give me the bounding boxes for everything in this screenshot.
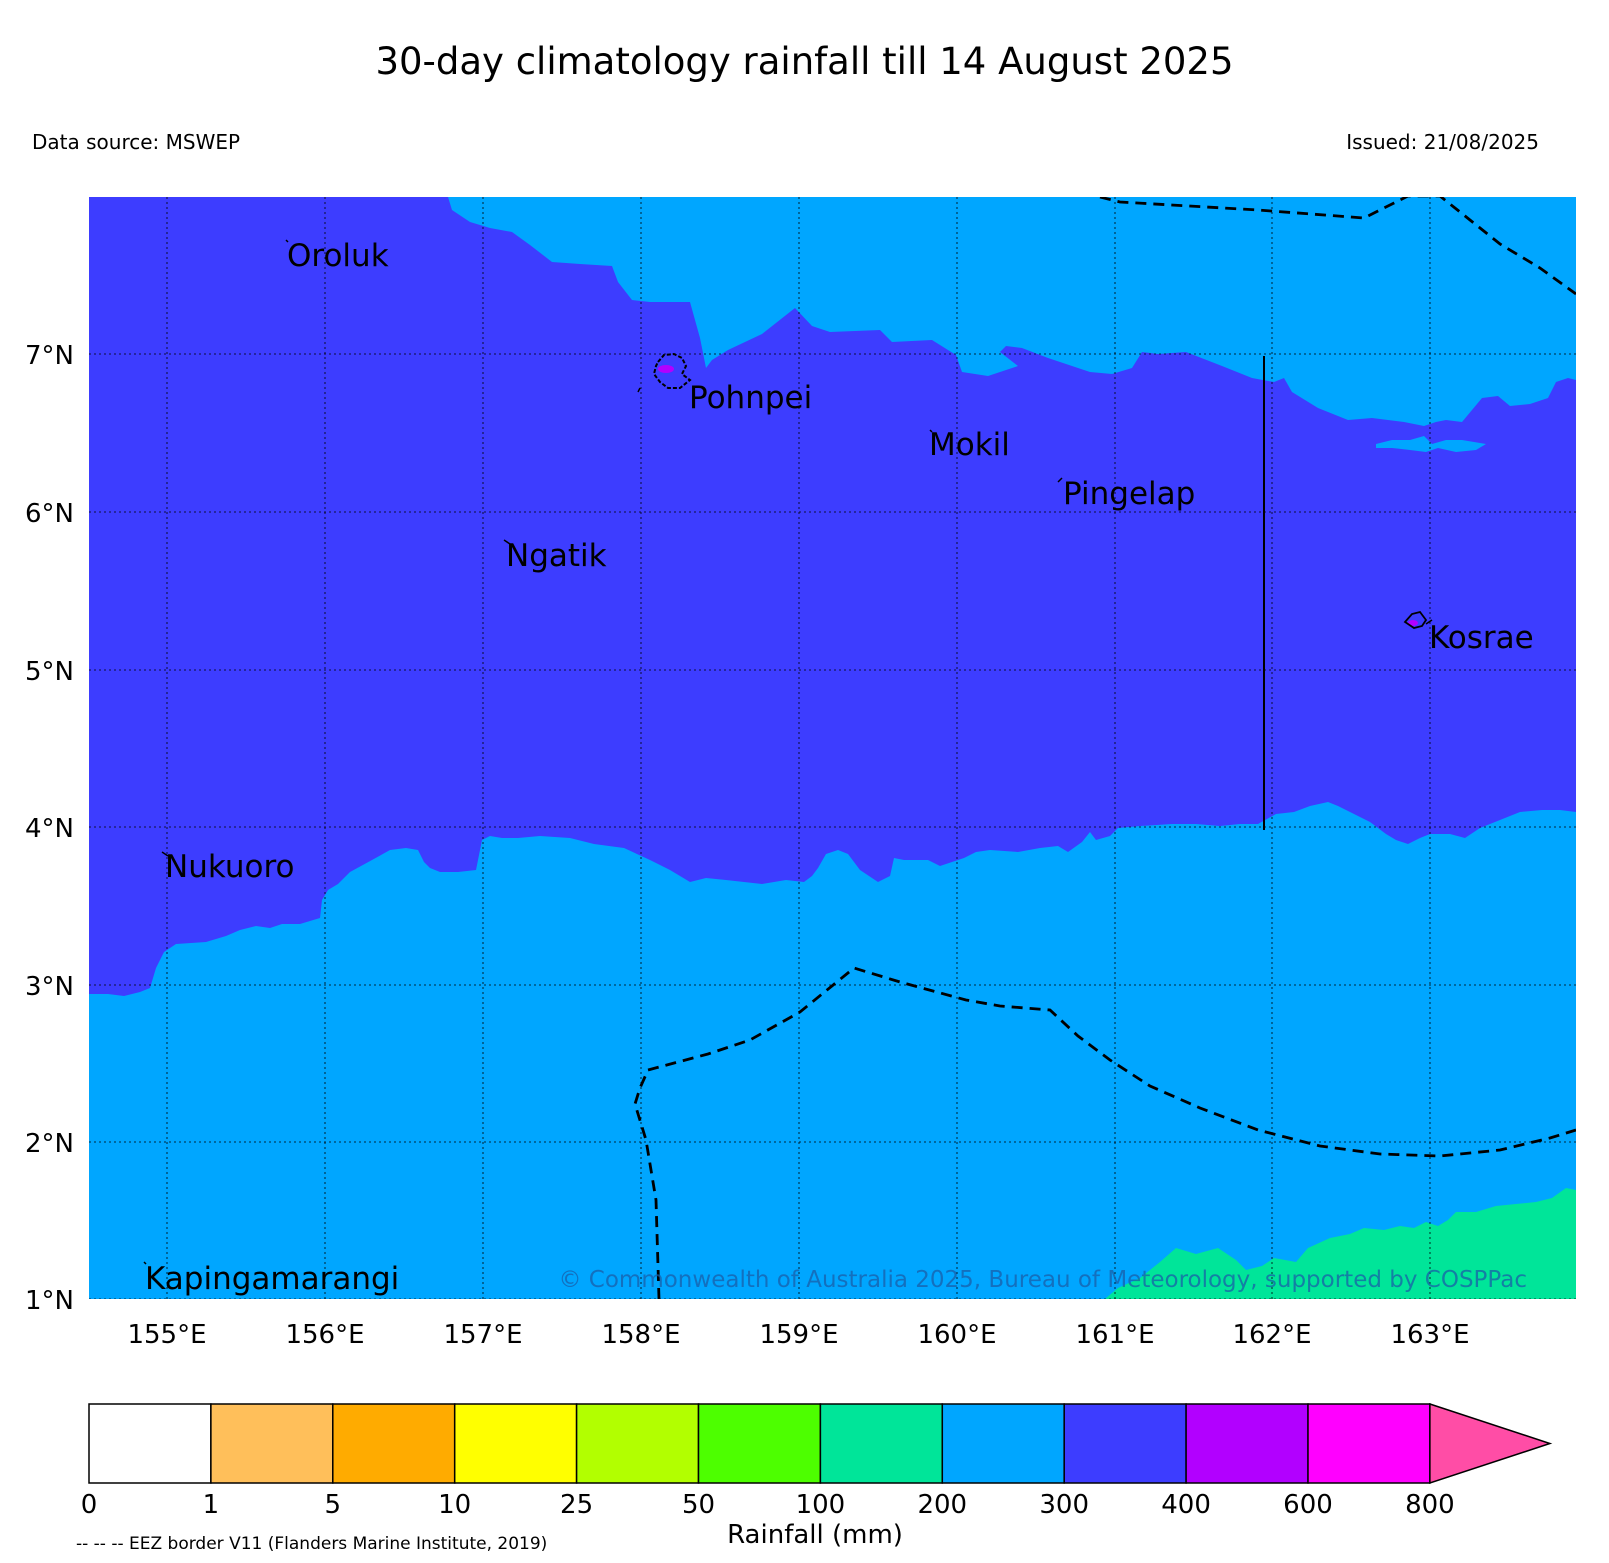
copyright-notice: © Commonwealth of Australia 2025, Bureau… xyxy=(558,1267,1527,1293)
colorbar-segment xyxy=(1307,1403,1431,1484)
map-gridlines xyxy=(89,197,1576,1299)
ant-atoll-mark xyxy=(637,387,641,393)
lat-tick-label: 1°N xyxy=(25,1286,74,1316)
pohnpei-rainfall-400-600 xyxy=(658,365,674,373)
colorbar-tick-label: 100 xyxy=(796,1490,846,1520)
colorbar-tick-label: 5 xyxy=(325,1490,342,1520)
kapingamarangi-mark xyxy=(143,1261,147,1265)
pingelap-mark xyxy=(1057,477,1063,483)
kosrae-rainfall-400-600 xyxy=(1408,620,1418,626)
eez-borders xyxy=(633,197,1576,1299)
colorbar-segment xyxy=(88,1403,212,1484)
colorbar-segment xyxy=(332,1403,456,1484)
kosrae-islet xyxy=(1425,619,1433,625)
lon-tick-label: 160°E xyxy=(917,1320,996,1350)
rainfall-map: Oroluk Pohnpei Mokil Pingelap Ngatik Kos… xyxy=(89,197,1576,1299)
latitude-labels: 7°N 6°N 5°N 4°N 3°N 2°N 1°N xyxy=(25,341,74,1316)
colorbar-tick-label: 25 xyxy=(560,1490,593,1520)
longitude-labels: 155°E 156°E 157°E 158°E 159°E 160°E 161°E 162°E… xyxy=(127,1320,1469,1350)
place-label-oroluk: Oroluk xyxy=(287,238,389,274)
colorbar-tick-label: 1 xyxy=(203,1490,220,1520)
rainfall-band-300-400 xyxy=(89,197,1576,996)
colorbar-tick-label: 10 xyxy=(438,1490,471,1520)
issued-date: Issued: 21/08/2025 xyxy=(1346,130,1539,154)
lon-tick-label: 158°E xyxy=(601,1320,680,1350)
colorbar-segment xyxy=(941,1403,1065,1484)
lat-tick-label: 2°N xyxy=(25,1129,74,1159)
place-label-kosrae: Kosrae xyxy=(1429,620,1534,656)
colorbar-segment xyxy=(1063,1403,1187,1484)
lat-tick-label: 7°N xyxy=(25,341,74,371)
colorbar-tick-label: 0 xyxy=(81,1490,98,1520)
colorbar-segment xyxy=(575,1403,700,1484)
colorbar-segment xyxy=(453,1403,578,1484)
place-label-pohnpei: Pohnpei xyxy=(689,380,812,416)
pohnpei-island xyxy=(652,352,692,389)
rainfall-patch-200-300 xyxy=(1376,436,1486,452)
colorbar-tick-label: 400 xyxy=(1161,1490,1211,1520)
place-label-kapingamarangi: Kapingamarangi xyxy=(145,1261,399,1297)
lat-tick-label: 6°N xyxy=(25,499,74,529)
colorbar-label: Rainfall (mm) xyxy=(727,1520,903,1550)
kosrae-island xyxy=(1403,610,1428,629)
lon-tick-label: 162°E xyxy=(1232,1320,1311,1350)
data-source: Data source: MSWEP xyxy=(32,130,241,154)
map-title: 30-day climatology rainfall till 14 Augu… xyxy=(375,40,1234,83)
lon-tick-label: 163°E xyxy=(1390,1320,1469,1350)
lon-tick-label: 159°E xyxy=(759,1320,838,1350)
place-label-mokil: Mokil xyxy=(929,427,1010,463)
mokil-mark xyxy=(929,429,933,433)
lon-tick-label: 155°E xyxy=(127,1320,206,1350)
lon-tick-label: 161°E xyxy=(1075,1320,1154,1350)
colorbar: 0 1 5 10 25 50 100 200 300 400 600 800 xyxy=(81,1402,1553,1520)
eez-border-south xyxy=(633,966,1576,1299)
eez-border-note: -- -- -- EEZ border V11 (Flanders Marine… xyxy=(76,1534,548,1554)
place-label-ngatik: Ngatik xyxy=(506,538,607,574)
colorbar-tick-label: 800 xyxy=(1405,1490,1455,1520)
colorbar-segment xyxy=(210,1403,334,1484)
oroluk-mark xyxy=(285,239,289,243)
ngatik-mark xyxy=(503,539,511,545)
lon-tick-label: 156°E xyxy=(285,1320,364,1350)
nukuoro-mark xyxy=(161,851,169,857)
colorbar-tick-label: 600 xyxy=(1283,1490,1333,1520)
colorbar-segment xyxy=(819,1403,944,1484)
colorbar-tick-label: 300 xyxy=(1039,1490,1089,1520)
colorbar-segment xyxy=(1185,1403,1309,1484)
rainfall-band-100-200 xyxy=(1105,1188,1576,1299)
place-label-pingelap: Pingelap xyxy=(1063,476,1195,512)
lon-tick-label: 157°E xyxy=(443,1320,522,1350)
lat-tick-label: 4°N xyxy=(25,814,74,844)
colorbar-tick-label: 200 xyxy=(917,1490,967,1520)
place-label-nukuoro: Nukuoro xyxy=(165,849,294,885)
colorbar-tick-label: 50 xyxy=(682,1490,715,1520)
colorbar-extend-arrow xyxy=(1429,1402,1553,1485)
colorbar-segment xyxy=(697,1403,822,1484)
lat-tick-label: 5°N xyxy=(25,657,74,687)
lat-tick-label: 3°N xyxy=(25,972,74,1002)
